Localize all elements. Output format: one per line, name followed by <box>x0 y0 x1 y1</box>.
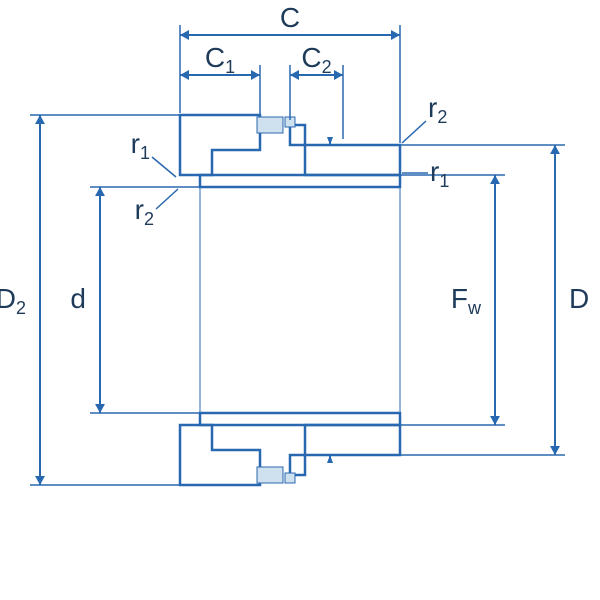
dim-Fw: Fw <box>451 283 482 318</box>
flange <box>180 115 260 175</box>
outer-ring <box>290 125 400 175</box>
outer-ring <box>290 425 400 475</box>
dim-d: d <box>70 283 86 314</box>
flange <box>180 425 260 485</box>
dim-D2: D2 <box>0 283 26 318</box>
needle-roller-zone <box>200 175 400 187</box>
dim-D: D <box>569 283 589 314</box>
bearing-cross-section-diagram: C C1 C2 D2 d Fw Dr1 r2 r2 r1 <box>0 0 600 600</box>
label-r1-ul: r1 <box>131 128 150 163</box>
dim-C: C <box>280 2 300 33</box>
dim-C1: C1 <box>205 42 235 77</box>
label-r2-ul: r2 <box>135 194 154 229</box>
dim-C2: C2 <box>301 42 331 77</box>
label-r1-ur: r1 <box>430 156 449 191</box>
needle-roller-zone <box>200 413 400 425</box>
label-r2-ur: r2 <box>428 92 447 127</box>
